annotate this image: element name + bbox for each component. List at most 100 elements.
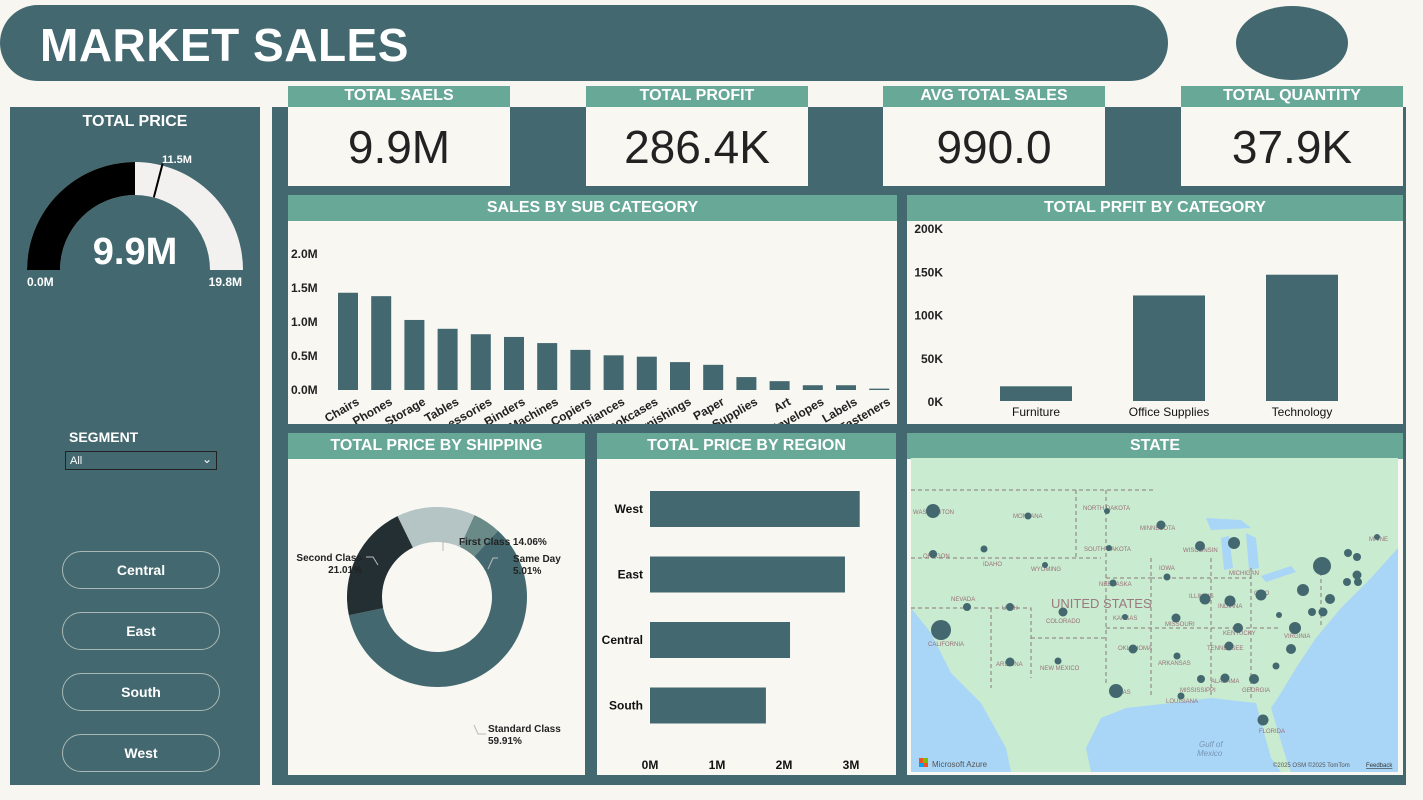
state-bubble[interactable] xyxy=(1318,607,1328,617)
kpi-card-total-quantity: TOTAL QUANTITY 37.9K xyxy=(1181,86,1403,186)
x-tick-label: Furniture xyxy=(1012,405,1060,419)
label-standard-class-pct: 59.91% xyxy=(488,736,522,747)
label-standard-class: Standard Class xyxy=(488,724,561,735)
state-bubble[interactable] xyxy=(1255,589,1267,601)
kpi-value: 9.9M xyxy=(288,107,510,186)
state-bubble[interactable] xyxy=(1005,657,1015,667)
state-bubble[interactable] xyxy=(963,603,971,611)
state-map: STATE WASHINGTONMONTANANORTH DAKOTAMINNE… xyxy=(907,433,1403,775)
kpi-card-total-profit: TOTAL PROFIT 286.4K xyxy=(586,86,808,186)
state-bubble[interactable] xyxy=(1224,641,1234,651)
label-second-class-pct: 21.01% xyxy=(328,565,362,576)
state-bubble[interactable] xyxy=(1344,549,1352,557)
gulf-label-2: Mexico xyxy=(1197,749,1223,758)
region-bar-svg: West East Central South 0M 1M 2M 3M xyxy=(602,491,860,772)
state-bubble[interactable] xyxy=(1195,541,1205,551)
state-label: MINNESOTA xyxy=(1140,526,1175,532)
kpi-label: TOTAL QUANTITY xyxy=(1181,86,1403,107)
state-bubble[interactable] xyxy=(1286,644,1296,654)
state-bubble[interactable] xyxy=(1197,675,1205,683)
state-bubble[interactable] xyxy=(931,620,951,640)
state-bubble[interactable] xyxy=(1106,545,1112,551)
label-first-class: First Class 14.06% xyxy=(459,537,547,548)
state-bubble[interactable] xyxy=(1177,692,1185,700)
state-bubble[interactable] xyxy=(1173,652,1181,660)
state-bubble[interactable] xyxy=(1224,595,1236,607)
leader-line xyxy=(487,557,498,570)
label-same-day: Same Day xyxy=(513,554,561,565)
y-tick-label: South xyxy=(609,699,643,713)
state-bubble[interactable] xyxy=(1006,603,1014,611)
state-bubble[interactable] xyxy=(1343,578,1351,586)
state-bubble[interactable] xyxy=(1163,573,1171,581)
state-bubble[interactable] xyxy=(1289,622,1301,634)
state-bubble[interactable] xyxy=(1276,612,1282,618)
profit-by-category-chart: TOTAL PRFIT BY CATEGORY 0K 50K 100K 150K 200… xyxy=(907,195,1403,424)
state-label: IOWA xyxy=(1159,566,1175,572)
leader-line xyxy=(366,556,379,566)
state-label: NEVADA xyxy=(951,597,975,603)
region-button-central[interactable]: Central xyxy=(62,551,220,589)
kpi-value: 37.9K xyxy=(1181,107,1403,186)
bar-office-supplies xyxy=(1133,295,1205,401)
state-label: MISSISSIPPI xyxy=(1180,688,1216,694)
segment-dropdown[interactable]: All ⌄ xyxy=(65,451,217,470)
map-brand: Microsoft Azure xyxy=(932,760,988,769)
region-button-west[interactable]: West xyxy=(62,734,220,772)
y-tick-label: 0.0M xyxy=(291,383,318,397)
state-label: OREGON xyxy=(923,554,950,560)
state-bubble[interactable] xyxy=(1313,557,1331,575)
state-bubble[interactable] xyxy=(1058,607,1068,617)
state-bubble[interactable] xyxy=(1109,579,1117,587)
state-bubble[interactable] xyxy=(1257,714,1269,726)
state-label: TENNESSEE xyxy=(1207,646,1243,652)
chevron-down-icon: ⌄ xyxy=(201,452,212,466)
x-tick-label: 3M xyxy=(843,758,860,772)
state-bubble[interactable] xyxy=(1104,508,1110,514)
state-bubble[interactable] xyxy=(1171,613,1181,623)
region-button-south[interactable]: South xyxy=(62,673,220,711)
state-bubble[interactable] xyxy=(1308,608,1316,616)
state-bubble[interactable] xyxy=(1054,657,1062,665)
state-bubble[interactable] xyxy=(1199,593,1211,605)
state-bubble[interactable] xyxy=(929,550,937,558)
header-bar xyxy=(0,5,1168,81)
state-bubble[interactable] xyxy=(1122,614,1128,620)
x-tick-label: Technology xyxy=(1272,405,1333,419)
country-label: UNITED STATES xyxy=(1051,596,1152,611)
price-by-region-chart: TOTAL PRICE BY REGION West East Central Sou… xyxy=(597,433,896,775)
bar-west xyxy=(650,491,860,527)
state-bubble[interactable] xyxy=(1374,534,1380,540)
state-bubble[interactable] xyxy=(1354,578,1362,586)
state-bubble[interactable] xyxy=(1042,562,1048,568)
chart-title: TOTAL PRFIT BY CATEGORY xyxy=(907,195,1403,221)
state-bubble[interactable] xyxy=(1024,512,1032,520)
state-bubble[interactable] xyxy=(1233,623,1243,633)
bar-east xyxy=(650,556,845,593)
state-bubble[interactable] xyxy=(926,504,940,518)
state-bubble[interactable] xyxy=(1109,684,1123,698)
gauge-title: TOTAL PRICE xyxy=(82,113,188,130)
bar-bookcases xyxy=(636,356,657,390)
state-bubble[interactable] xyxy=(1297,584,1309,596)
state-bubble[interactable] xyxy=(1249,674,1259,684)
state-bubble[interactable] xyxy=(1353,553,1361,561)
map-feedback-link[interactable]: Feedback xyxy=(1366,763,1393,769)
region-button-east[interactable]: East xyxy=(62,612,220,650)
state-bubble[interactable] xyxy=(980,545,988,553)
chart-title: SALES BY SUB CATEGORY xyxy=(288,195,897,221)
kpi-label: TOTAL SAELS xyxy=(288,86,510,107)
state-bubble[interactable] xyxy=(1128,644,1138,654)
state-bubble[interactable] xyxy=(1156,520,1166,530)
leader-line xyxy=(442,540,448,551)
state-bubble[interactable] xyxy=(1220,673,1230,683)
y-tick-label: 0.5M xyxy=(291,349,318,363)
state-bubble[interactable] xyxy=(1325,594,1335,604)
y-tick-label: 2.0M xyxy=(291,247,318,261)
state-bubble[interactable] xyxy=(1228,537,1240,549)
map-canvas[interactable]: WASHINGTONMONTANANORTH DAKOTAMINNESOTAOR… xyxy=(911,458,1398,772)
state-bubble[interactable] xyxy=(1272,662,1280,670)
y-tick-label: 0K xyxy=(928,395,944,409)
state-bubble[interactable] xyxy=(1352,570,1362,580)
